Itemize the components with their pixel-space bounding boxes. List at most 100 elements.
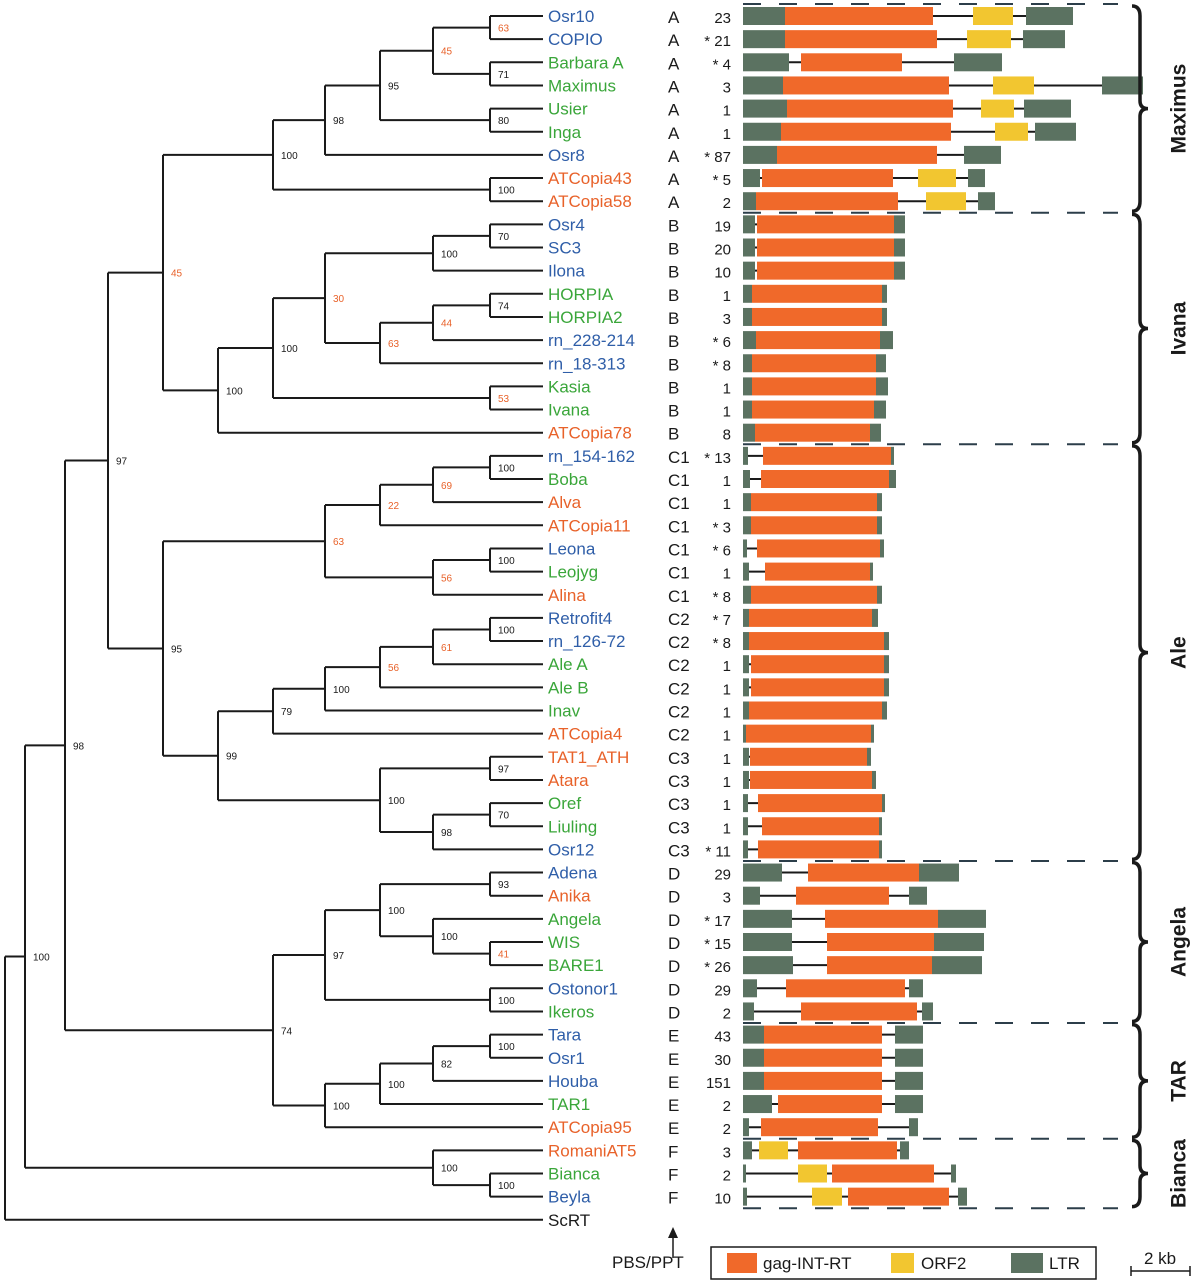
leaf-label: BARE1	[548, 956, 604, 975]
leaf-labels: Osr10 COPIO Barbara A Maximus Usier Inga Osr8 A…	[548, 7, 637, 1230]
copy-number: * 15	[704, 936, 731, 953]
family-label: D	[668, 980, 680, 999]
bootstrap-value: 70	[498, 811, 510, 822]
bootstrap-value: 100	[498, 1181, 515, 1192]
copy-number: * 11	[705, 843, 731, 860]
family-label: B	[668, 263, 679, 282]
ltr-block	[743, 238, 755, 257]
gag-int-rt-block	[785, 7, 933, 25]
gag-int-rt-block	[801, 53, 902, 72]
leaf-label: HORPIA2	[548, 308, 623, 327]
family-label: A	[668, 147, 680, 166]
family-label: C2	[668, 610, 690, 629]
bootstrap-value: 100	[388, 1080, 405, 1091]
leaf-label: Osr10	[548, 7, 594, 26]
gag-int-rt-block	[761, 1118, 878, 1137]
copy-number: 1	[723, 473, 731, 490]
clade-brace-icon	[1131, 444, 1149, 862]
copy-number: 2	[723, 1098, 731, 1115]
ltr-block	[964, 145, 1001, 164]
ltr-block	[894, 238, 905, 257]
gag-int-rt-block	[757, 539, 880, 558]
gag-int-rt-block	[764, 1071, 882, 1090]
ltr-block	[743, 1071, 764, 1090]
leaf-label: Bianca	[548, 1165, 601, 1184]
bootstrap-value: 56	[388, 663, 400, 674]
copy-number: 1	[723, 404, 731, 421]
ltr-block	[743, 53, 789, 72]
scale-bar-label: 2 kb	[1144, 1249, 1176, 1268]
gag-int-rt-block	[758, 794, 882, 813]
gag-int-rt-block	[752, 354, 876, 373]
leaf-label: Ostonor1	[548, 979, 618, 998]
gag-int-rt-block	[796, 886, 889, 905]
ltr-block	[743, 956, 793, 975]
family-label: C3	[668, 749, 690, 768]
ltr-block	[882, 307, 887, 326]
ltr-block	[743, 1141, 752, 1160]
gag-int-rt-block	[781, 122, 951, 141]
gag-int-rt-block	[801, 1002, 917, 1021]
legend-label-gag-int-rt: gag-INT-RT	[763, 1254, 852, 1273]
tree-branches	[4, 15, 543, 1221]
ltr-block	[743, 446, 748, 465]
ltr-block	[938, 909, 986, 928]
family-label: B	[668, 402, 679, 421]
gag-int-rt-block	[749, 701, 882, 720]
gag-int-rt-block	[752, 307, 882, 326]
leaf-label: Beyla	[548, 1188, 591, 1207]
copy-number: * 6	[713, 334, 731, 351]
family-label: C1	[668, 448, 690, 467]
ltr-block	[743, 1095, 772, 1114]
bootstrap-value: 79	[281, 707, 293, 718]
gag-int-rt-block	[752, 400, 874, 419]
ltr-block	[1026, 7, 1073, 25]
leaf-label: Houba	[548, 1072, 599, 1091]
copy-number: 1	[723, 103, 731, 120]
copy-number: 8	[723, 427, 731, 444]
leaf-label: ATCopia11	[548, 516, 631, 535]
family-label: C2	[668, 656, 690, 675]
ltr-block	[743, 122, 781, 141]
ltr-block	[743, 817, 748, 836]
leaf-label: COPIO	[548, 30, 603, 49]
orf2-block	[926, 192, 966, 211]
family-label: B	[668, 309, 679, 328]
leaf-label: Atara	[548, 771, 589, 790]
gag-int-rt-block	[787, 99, 953, 118]
gag-int-rt-block	[755, 423, 870, 442]
ltr-block	[743, 1025, 764, 1044]
leaf-label: rn_154-162	[548, 447, 635, 466]
copy-number: 3	[723, 890, 731, 907]
copy-number: 1	[723, 751, 731, 768]
copy-number: * 13	[704, 450, 731, 467]
copy-number: 20	[714, 242, 731, 259]
leaf-label: Ale A	[548, 655, 588, 674]
ltr-block	[909, 886, 927, 905]
bootstrap-value: 95	[171, 644, 183, 655]
copy-number: * 21	[704, 33, 731, 50]
leaf-label: Osr12	[548, 840, 594, 859]
gag-int-rt-block	[808, 863, 919, 882]
gag-int-rt-block	[746, 724, 871, 743]
copy-number: 2	[723, 1121, 731, 1138]
clade-separators	[743, 3, 1118, 1210]
ltr-block	[1024, 99, 1071, 118]
leaf-label: ATCopia4	[548, 725, 622, 744]
bootstrap-value: 100	[388, 796, 405, 807]
leaf-label: rn_126-72	[548, 632, 626, 651]
leaf-label: WIS	[548, 933, 580, 952]
bootstrap-value: 41	[498, 950, 510, 961]
ltr-block	[932, 956, 982, 975]
gag-int-rt-block	[832, 1164, 934, 1183]
gag-int-rt-block	[752, 377, 876, 396]
leaf-label: Anika	[548, 887, 591, 906]
ltr-block	[895, 1025, 923, 1044]
gag-int-rt-block	[848, 1187, 949, 1206]
ltr-block	[743, 1164, 746, 1183]
gag-int-rt-block	[778, 1095, 882, 1114]
ltr-block	[743, 331, 756, 350]
bootstrap-value: 97	[333, 951, 345, 962]
ltr-block	[743, 585, 751, 604]
copy-number: 1	[723, 126, 731, 143]
